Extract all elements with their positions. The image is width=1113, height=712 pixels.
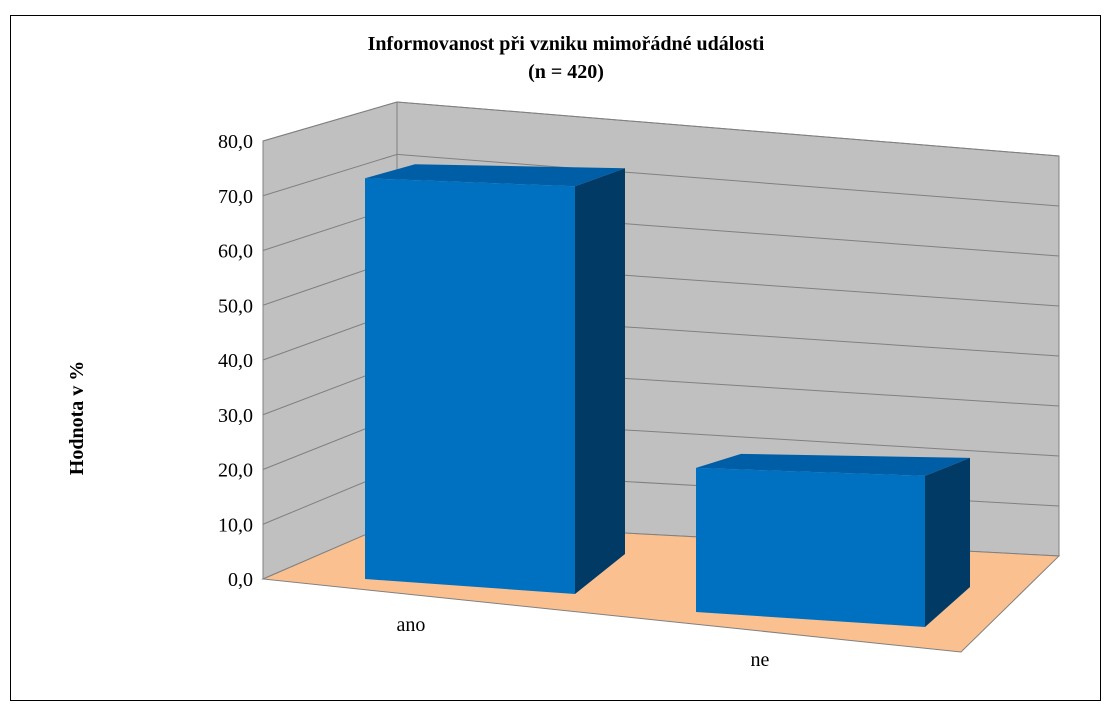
y-axis-label: Hodnota v % <box>66 361 88 475</box>
gridline <box>262 153 1060 207</box>
x-category-label: ne <box>751 649 770 671</box>
y-tick-label: 50,0 <box>218 295 253 317</box>
y-tick-label: 80,0 <box>218 131 253 153</box>
bar-side <box>925 457 970 627</box>
chart-frame: 0,0 10,0 20,0 30,0 40,0 50,0 60,0 70,0 80,0 ano n… <box>10 15 1101 701</box>
y-tick-label: 30,0 <box>218 405 253 427</box>
y-tick-label: 20,0 <box>218 460 253 482</box>
x-category-label: ano <box>397 614 426 636</box>
y-tick-label: 40,0 <box>218 350 253 372</box>
y-tick-label: 60,0 <box>218 241 253 263</box>
y-tick-label: 10,0 <box>218 514 253 536</box>
bar-top <box>696 453 970 476</box>
bar-chart: 0,0 10,0 20,0 30,0 40,0 50,0 60,0 70,0 80,0 ano n… <box>66 33 1061 671</box>
bar-side <box>575 168 625 595</box>
gridline <box>262 101 1060 157</box>
y-tick-label: 70,0 <box>218 186 253 208</box>
bar <box>696 467 925 627</box>
chart-subtitle: (n = 420) <box>528 61 604 83</box>
bar <box>365 178 575 595</box>
chart-title: Informovanost při vzniku mimořádné událo… <box>368 33 765 55</box>
y-tick-label: 0,0 <box>228 569 253 591</box>
bar-top <box>365 164 625 187</box>
